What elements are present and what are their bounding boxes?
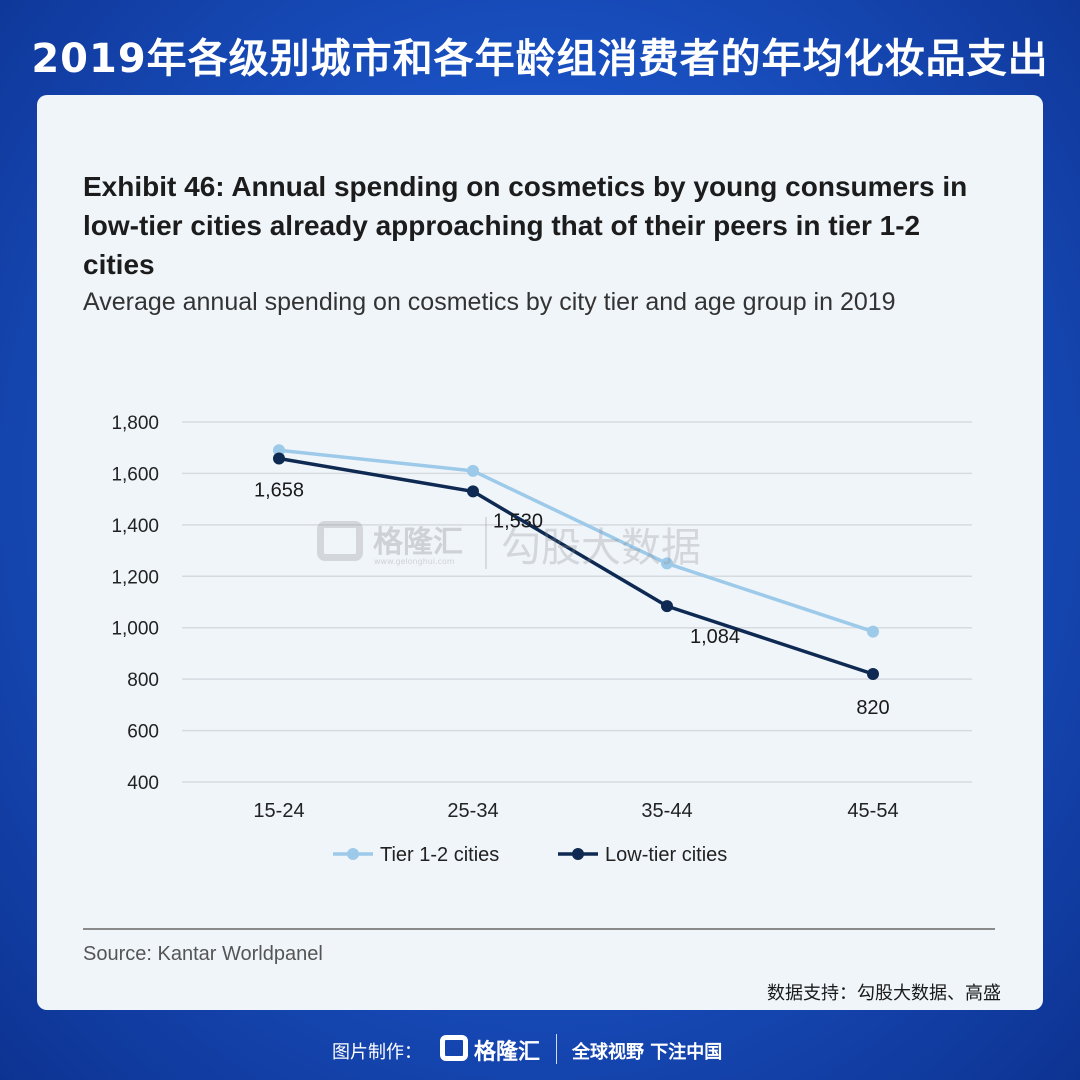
footer-brand: 格隆汇 bbox=[474, 1040, 541, 1065]
source-note: Source: Kantar Worldpanel bbox=[83, 943, 323, 965]
footer-slogan: 全球视野 下注中国 bbox=[572, 1042, 723, 1063]
y-tick-label: 800 bbox=[127, 670, 159, 691]
source-divider bbox=[83, 928, 995, 930]
footer-made-by: 图片制作： bbox=[332, 1042, 422, 1063]
data-label: 820 bbox=[856, 697, 889, 719]
legend-label: Low-tier cities bbox=[605, 844, 727, 866]
exhibit-subtitle: Average annual spending on cosmetics by … bbox=[83, 288, 896, 316]
x-axis-ticks: 15-24 25-34 35-44 45-54 bbox=[253, 800, 898, 822]
y-tick-label: 1,600 bbox=[111, 464, 159, 485]
data-labels: 1,658 1,530 1,084 820 bbox=[254, 480, 890, 719]
footer-divider bbox=[556, 1034, 557, 1064]
data-point bbox=[867, 625, 879, 638]
legend-swatch-marker bbox=[572, 848, 584, 860]
data-label: 1,084 bbox=[690, 626, 740, 648]
data-point bbox=[467, 485, 479, 498]
y-tick-label: 1,800 bbox=[111, 413, 159, 434]
legend-label: Tier 1-2 cities bbox=[380, 844, 499, 866]
y-axis-ticks: 1,800 1,600 1,400 1,200 1,000 800 600 400 bbox=[111, 413, 159, 794]
x-tick-label: 15-24 bbox=[253, 800, 304, 822]
y-tick-label: 600 bbox=[127, 722, 159, 743]
y-tick-label: 400 bbox=[127, 773, 159, 794]
data-point bbox=[273, 452, 285, 465]
data-point bbox=[467, 464, 479, 477]
line-chart: 1,800 1,600 1,400 1,200 1,000 800 600 400 15-24… bbox=[111, 413, 972, 866]
data-point bbox=[661, 557, 673, 570]
chart-card: Exhibit 46: Annual spending on cosmetics… bbox=[37, 95, 1043, 1010]
y-tick-label: 1,000 bbox=[111, 619, 159, 640]
legend-swatch-marker bbox=[347, 848, 359, 860]
gridlines bbox=[182, 421, 972, 783]
footer: 图片制作： 格隆汇 全球视野 下注中国 bbox=[0, 1030, 1080, 1068]
page-title: 2019年各级别城市和各年龄组消费者的年均化妆品支出 bbox=[31, 36, 1049, 82]
data-point bbox=[273, 444, 285, 457]
data-support-note: 数据支持：勾股大数据、高盛 bbox=[767, 983, 1001, 1004]
data-label: 1,658 bbox=[254, 480, 304, 502]
x-tick-label: 35-44 bbox=[641, 800, 692, 822]
y-tick-label: 1,400 bbox=[111, 516, 159, 537]
series-line-1 bbox=[278, 456, 874, 676]
y-tick-label: 1,200 bbox=[111, 567, 159, 588]
x-tick-label: 45-54 bbox=[847, 800, 898, 822]
series-line-0 bbox=[278, 448, 874, 634]
data-point bbox=[867, 668, 879, 680]
footer-logo-icon bbox=[440, 1035, 468, 1061]
legend: Tier 1-2 cities Low-tier cities bbox=[333, 844, 727, 866]
series-lines bbox=[273, 444, 879, 680]
exhibit-title: Exhibit 46: Annual spending on cosmetics… bbox=[83, 171, 968, 280]
data-point bbox=[661, 600, 673, 613]
x-tick-label: 25-34 bbox=[447, 800, 498, 822]
data-label: 1,530 bbox=[493, 510, 543, 532]
